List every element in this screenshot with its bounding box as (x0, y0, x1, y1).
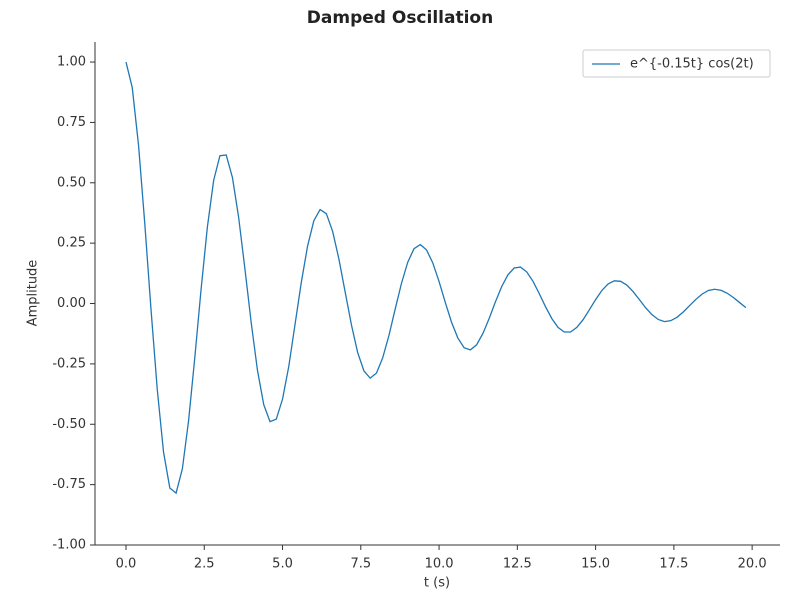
y-tick-label: 0.00 (57, 296, 86, 311)
y-tick-label: 0.25 (57, 236, 86, 251)
chart-title: Damped Oscillation (307, 8, 493, 28)
x-tick-label: 20.0 (738, 557, 767, 572)
x-tick-label: 12.5 (503, 557, 532, 572)
x-tick-label: 5.0 (272, 557, 293, 572)
x-tick-label: 2.5 (194, 557, 215, 572)
y-tick-label: -0.50 (52, 417, 86, 432)
y-tick-label: 0.50 (57, 175, 86, 190)
x-tick-label: 7.5 (350, 557, 371, 572)
y-tick-label: -0.25 (52, 356, 86, 371)
x-tick-label: 15.0 (581, 557, 610, 572)
x-tick-label: 17.5 (659, 557, 688, 572)
x-tick-label: 10.0 (425, 557, 454, 572)
x-tick-label: 0.0 (116, 557, 137, 572)
x-axis-label: t (s) (424, 576, 450, 591)
legend-box (582, 49, 771, 78)
y-tick-label: -0.75 (52, 477, 86, 492)
legend-label: e^{-0.15t} cos(2t) (630, 57, 754, 72)
y-tick-label: 1.00 (57, 55, 86, 70)
y-axis-label: Amplitude (26, 260, 41, 327)
y-tick-label: 0.75 (57, 115, 86, 130)
y-tick-label: -1.00 (52, 538, 86, 553)
line (125, 61, 747, 495)
